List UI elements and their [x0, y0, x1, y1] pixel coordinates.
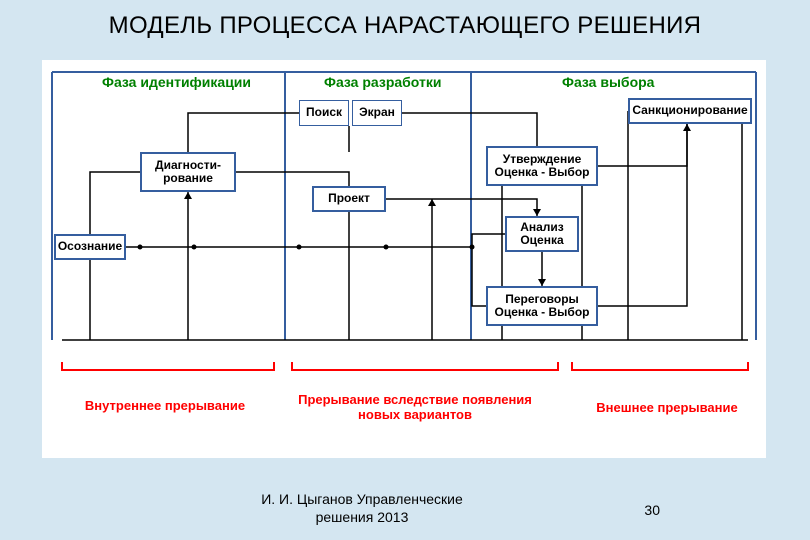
node-diag: Диагности-рование: [140, 152, 236, 192]
node-peregov: ПереговорыОценка - Выбор: [486, 286, 598, 326]
slide-title: МОДЕЛЬ ПРОЦЕССА НАРАСТАЮЩЕГО РЕШЕНИЯ: [0, 12, 810, 40]
node-utver: УтверждениеОценка - Выбор: [486, 146, 598, 186]
interrupt-variants: Прерывание вследствие появления новых ва…: [290, 392, 540, 422]
footer-author: И. И. Цыганов Управленческие решения 201…: [232, 491, 492, 526]
node-osozn: Осознание: [54, 234, 126, 260]
process-diagram: Фаза идентификации Фаза разработки Фаза …: [42, 60, 766, 458]
node-ekran: Экран: [352, 100, 402, 126]
node-poisk: Поиск: [299, 100, 349, 126]
phase-label-ident: Фаза идентификации: [102, 74, 251, 90]
node-analiz: АнализОценка: [505, 216, 579, 252]
interrupt-internal: Внутреннее прерывание: [66, 398, 264, 413]
interrupt-external: Внешнее прерывание: [582, 400, 752, 415]
node-proekt: Проект: [312, 186, 386, 212]
node-sankc: Санкционирование: [628, 98, 752, 124]
slide: МОДЕЛЬ ПРОЦЕССА НАРАСТАЮЩЕГО РЕШЕНИЯ Фаз…: [0, 0, 810, 540]
phase-label-choice: Фаза выбора: [562, 74, 654, 90]
phase-label-dev: Фаза разработки: [324, 74, 441, 90]
page-number: 30: [644, 502, 660, 518]
